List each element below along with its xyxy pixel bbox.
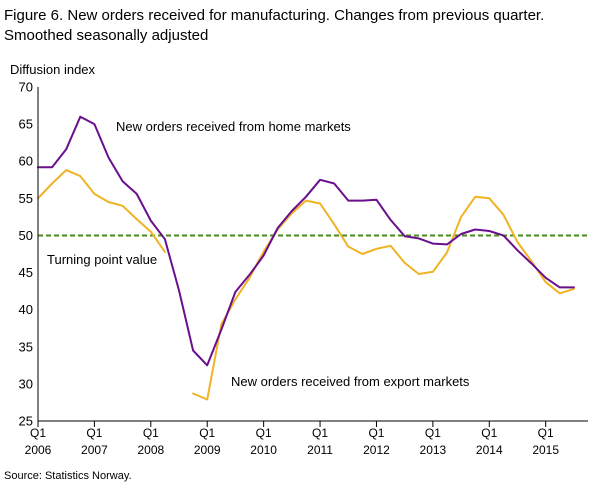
- chart-title-line-2: Smoothed seasonally adjusted: [4, 27, 209, 44]
- x-tick-year-2011: 2011: [307, 443, 333, 457]
- x-tick-quarter-2010: Q1: [256, 426, 272, 440]
- x-tick-quarter-2008: Q1: [143, 426, 159, 440]
- x-tick-year-2006: 2006: [25, 443, 52, 457]
- y-tick-label-70: 70: [19, 80, 33, 95]
- x-tick-quarter-2014: Q1: [481, 426, 497, 440]
- x-tick-year-2014: 2014: [476, 443, 503, 457]
- y-tick-label-60: 60: [19, 154, 33, 169]
- y-axis-label: Diffusion index: [10, 62, 96, 77]
- series-line-home-markets: [37, 115, 575, 367]
- y-tick-label-25: 25: [19, 414, 33, 429]
- y-tick-label-35: 35: [19, 339, 33, 354]
- x-tick-year-2008: 2008: [137, 443, 164, 457]
- x-tick-year-2010: 2010: [250, 443, 277, 457]
- x-tick-quarter-2007: Q1: [86, 426, 102, 440]
- series-line-export-markets: [37, 169, 575, 401]
- x-tick-year-2013: 2013: [420, 443, 447, 457]
- chart-title-line-1: Figure 6. New orders received for manufa…: [4, 7, 545, 24]
- x-tick-year-2012: 2012: [363, 443, 390, 457]
- y-tick-label-50: 50: [19, 228, 33, 243]
- annotation-turning-point: Turning point value: [47, 252, 157, 267]
- series-group: [37, 115, 575, 401]
- x-tick-year-2009: 2009: [194, 443, 221, 457]
- source-note: Source: Statistics Norway.: [4, 470, 132, 482]
- x-tick-quarter-2011: Q1: [312, 426, 328, 440]
- y-tick-labels: 25 30 35 40 45 50 55 60 65 70: [19, 80, 33, 429]
- x-tick-quarter-2015: Q1: [538, 426, 554, 440]
- x-tick-year-2007: 2007: [81, 443, 108, 457]
- y-tick-label-55: 55: [19, 191, 33, 206]
- y-tick-label-65: 65: [19, 117, 33, 132]
- x-tick-quarter-2013: Q1: [425, 426, 441, 440]
- x-tick-quarter-2006: Q1: [30, 426, 46, 440]
- plot-frame: [37, 87, 588, 422]
- annotation-home-markets: New orders received from home markets: [116, 119, 351, 134]
- y-tick-label-40: 40: [19, 302, 33, 317]
- y-tick-label-30: 30: [19, 376, 33, 391]
- chart-title: Figure 6. New orders received for manufa…: [4, 6, 604, 46]
- x-tick-quarter-2009: Q1: [199, 426, 215, 440]
- annotation-export-markets: New orders received from export markets: [231, 374, 470, 389]
- x-tick-quarter-2012: Q1: [368, 426, 384, 440]
- y-tick-label-45: 45: [19, 265, 33, 280]
- x-ticks: Q1 2006 Q1 2007 Q1 2008 Q1 2009 Q1 2010 Q1 2011 Q1 20…: [25, 421, 559, 457]
- x-tick-year-2015: 2015: [532, 443, 559, 457]
